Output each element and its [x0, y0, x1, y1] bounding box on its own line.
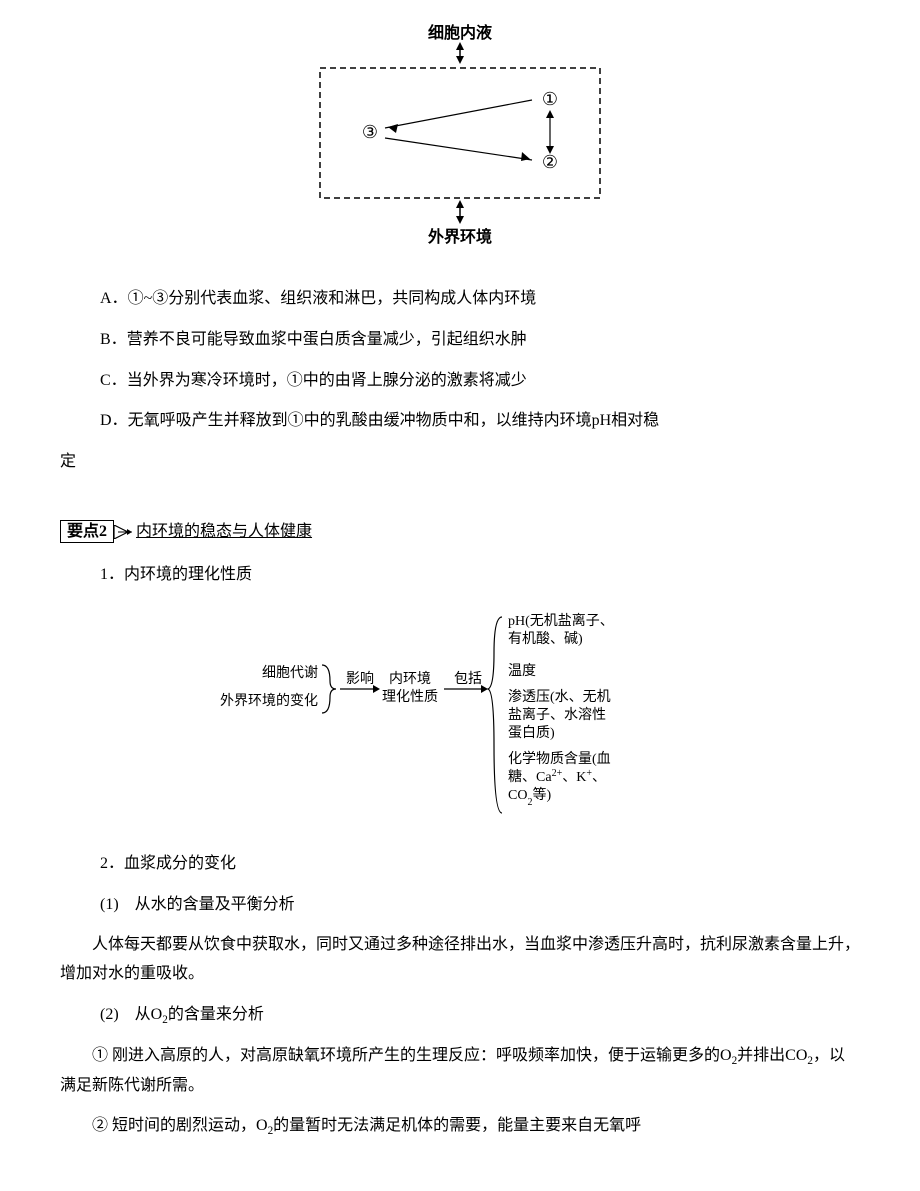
option-b: B．营养不良可能导致血浆中蛋白质含量减少，引起组织水肿	[100, 326, 860, 355]
sub-1: (1) 从水的含量及平衡分析	[100, 891, 860, 920]
diagram1-svg: 细胞内液 ③ ① ②	[300, 20, 620, 260]
diagram-physicochemical: 细胞代谢 外界环境的变化 影响 内环境 理化性质 包括 pH(无机盐离子、	[60, 605, 860, 830]
item-1-num: 1．	[100, 566, 124, 583]
option-d-label: D．	[100, 407, 128, 436]
section-2-title: 内环境的稳态与人体健康	[136, 523, 312, 540]
item-2: 2．血浆成分的变化	[100, 850, 860, 879]
d2-r2: 温度	[508, 663, 536, 679]
sub-1-num: (1)	[100, 896, 119, 913]
d2-r4a: 化学物质含量(血	[508, 751, 611, 767]
item-1: 1．内环境的理化性质	[100, 561, 860, 590]
section-2-header: 要点2 内环境的稳态与人体健康	[60, 517, 860, 541]
option-a: A．①~③分别代表血浆、组织液和淋巴，共同构成人体内环境	[100, 285, 860, 314]
sub-2-num: (2)	[100, 1006, 119, 1023]
option-b-text: 营养不良可能导致血浆中蛋白质含量减少，引起组织水肿	[127, 331, 527, 348]
option-a-label: A．	[100, 285, 128, 314]
options-block: A．①~③分别代表血浆、组织液和淋巴，共同构成人体内环境 B．营养不良可能导致血…	[100, 285, 860, 395]
d2-arrow2-label: 包括	[454, 671, 482, 687]
option-b-label: B．	[100, 326, 127, 355]
diagram2-svg: 细胞代谢 外界环境的变化 影响 内环境 理化性质 包括 pH(无机盐离子、	[180, 605, 740, 825]
d2-r4b: 糖、Ca2+、K+、	[508, 767, 606, 785]
d2-arrow1-label: 影响	[346, 671, 374, 687]
para-3-post: 的量暂时无法满足机体的需要，能量主要来自无氧呼	[273, 1117, 641, 1134]
option-d-text: 无氧呼吸产生并释放到①中的乳酸由缓冲物质中和，以维持内环境pH相对稳	[128, 412, 660, 429]
d2-r3b: 盐离子、水溶性	[508, 706, 606, 723]
sub-2-post: 的含量来分析	[168, 1006, 264, 1023]
option-c: C．当外界为寒冷环境时，①中的由肾上腺分泌的激素将减少	[100, 367, 860, 396]
option-d-cont: 定	[60, 448, 860, 477]
node-2: ②	[542, 152, 558, 172]
node-1: ①	[542, 89, 558, 109]
d2-r1b: 有机酸、碱)	[508, 631, 583, 647]
diagram-internal-environment: 细胞内液 ③ ① ②	[60, 20, 860, 265]
d2-center2: 理化性质	[382, 689, 438, 705]
option-c-text: 当外界为寒冷环境时，①中的由肾上腺分泌的激素将减少	[127, 372, 527, 389]
sub-1-text: 从水的含量及平衡分析	[135, 896, 295, 913]
option-d: D．无氧呼吸产生并释放到①中的乳酸由缓冲物质中和，以维持内环境pH相对稳	[100, 407, 860, 436]
option-a-text: ①~③分别代表血浆、组织液和淋巴，共同构成人体内环境	[128, 290, 537, 307]
d2-center1: 内环境	[389, 671, 431, 687]
d2-left1: 细胞代谢	[262, 665, 318, 681]
section-arrow-icon	[114, 525, 136, 539]
d2-r3a: 渗透压(水、无机	[508, 689, 611, 705]
item-2-num: 2．	[100, 855, 124, 872]
node-3: ③	[362, 122, 378, 142]
d2-r4c: CO2等)	[508, 786, 551, 808]
para-3: ② 短时间的剧烈运动，O2的量暂时无法满足机体的需要，能量主要来自无氧呼	[60, 1112, 860, 1141]
label-cell-fluid: 细胞内液	[428, 23, 493, 42]
label-external-env: 外界环境	[427, 227, 492, 246]
section-2-label: 要点2	[60, 520, 114, 543]
d2-r1a: pH(无机盐离子、	[508, 612, 614, 629]
d2-left2: 外界环境的变化	[220, 693, 318, 709]
item-1-text: 内环境的理化性质	[124, 566, 252, 583]
para-3-pre: ② 短时间的剧烈运动，O	[92, 1117, 268, 1134]
sub-2: (2) 从O2的含量来分析	[100, 1001, 860, 1030]
para-1: 人体每天都要从饮食中获取水，同时又通过多种途径排出水，当血浆中渗透压升高时，抗利…	[60, 931, 860, 989]
option-c-label: C．	[100, 367, 127, 396]
d2-r3c: 蛋白质)	[508, 725, 555, 741]
para-2-pre: ① 刚进入高原的人，对高原缺氧环境所产生的生理反应：呼吸频率加快，便于运输更多的…	[92, 1047, 732, 1064]
para-2-mid: 并排出CO	[737, 1047, 807, 1064]
item-2-text: 血浆成分的变化	[124, 855, 236, 872]
sub-2-pre: 从O	[135, 1006, 163, 1023]
para-2: ① 刚进入高原的人，对高原缺氧环境所产生的生理反应：呼吸频率加快，便于运输更多的…	[60, 1042, 860, 1100]
